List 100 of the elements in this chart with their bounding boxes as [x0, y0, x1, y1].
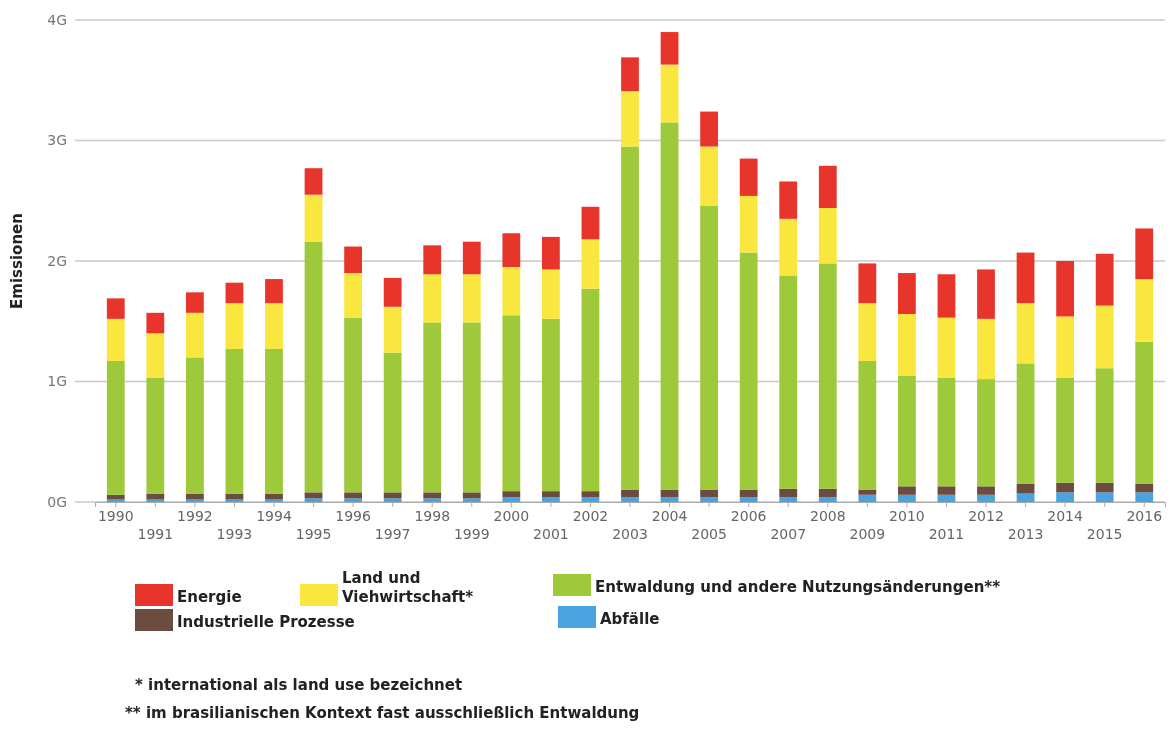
bar: [1016, 252, 1035, 304]
bar: [502, 315, 521, 492]
bar: [897, 486, 916, 495]
bar: [265, 493, 283, 500]
bar: [541, 497, 560, 502]
bar: [423, 245, 442, 275]
bar: [1016, 303, 1035, 364]
x-tick-label: 2005: [691, 526, 727, 543]
bar: [106, 298, 125, 319]
bar: [462, 498, 481, 502]
bar: [1056, 482, 1075, 493]
bar: [937, 274, 956, 318]
bar: [344, 246, 363, 274]
bar: [897, 314, 916, 376]
bar: [700, 497, 719, 502]
bar: [1016, 363, 1035, 484]
bar: [383, 306, 402, 353]
x-tick-label: 2010: [889, 508, 925, 525]
x-tick-label: 2007: [770, 526, 807, 543]
bar: [304, 492, 323, 499]
x-tick-label: 1991: [137, 526, 174, 543]
x-tick-label: 2004: [651, 508, 688, 525]
bar: [423, 492, 442, 499]
bar: [344, 498, 363, 502]
bar: [146, 333, 165, 378]
legend-label: Land und Viehwirtschaft*: [342, 569, 474, 606]
y-tick-label: 2G: [47, 252, 67, 269]
bar: [1016, 493, 1035, 502]
bar: [858, 263, 877, 304]
bar: [660, 497, 679, 502]
bar: [937, 377, 956, 487]
x-tick-label: 2001: [533, 526, 569, 543]
bar: [1056, 492, 1075, 502]
x-tick-label: 1999: [453, 526, 490, 543]
bar: [1016, 483, 1035, 494]
bar: [541, 318, 560, 492]
bar: [185, 312, 204, 358]
bar: [423, 498, 442, 502]
y-tick-label: 3G: [47, 132, 67, 149]
bar: [1095, 482, 1114, 493]
bar: [779, 497, 798, 502]
bar: [1056, 316, 1075, 378]
bar: [977, 318, 995, 380]
bar: [700, 146, 719, 206]
x-tick-label: 2008: [809, 508, 846, 525]
y-axis-title: Emissionen: [8, 213, 26, 309]
x-tick-label: 1997: [374, 526, 411, 543]
y-tick-label: 0G: [47, 493, 67, 510]
bar: [1095, 253, 1114, 306]
bar: [265, 348, 283, 494]
bar: [621, 57, 639, 92]
x-tick-label: 2003: [612, 526, 648, 543]
bar: [1056, 261, 1075, 317]
bar: [739, 158, 758, 196]
x-tick-label: 2012: [968, 508, 1004, 525]
bar: [700, 205, 719, 490]
bar: [541, 236, 560, 270]
bar: [462, 241, 481, 275]
bar: [739, 489, 758, 498]
bar: [818, 207, 837, 264]
bar: [1095, 492, 1114, 502]
x-tick-label: 2000: [493, 508, 530, 525]
x-tick-label: 2016: [1126, 508, 1163, 525]
bar: [344, 492, 363, 499]
bar: [225, 282, 244, 304]
bar: [383, 498, 402, 502]
bar: [660, 32, 679, 65]
bar: [225, 348, 244, 494]
bar: [621, 497, 639, 502]
bar: [304, 241, 323, 493]
bar: [937, 317, 956, 378]
bar: [818, 165, 837, 208]
bar: [1095, 305, 1114, 369]
bar: [660, 122, 679, 490]
bar: [502, 497, 521, 502]
bar: [937, 494, 956, 502]
bar: [185, 292, 204, 313]
bar: [660, 489, 679, 498]
bar: [858, 489, 877, 495]
bar: [225, 493, 244, 500]
bar: [106, 318, 125, 362]
bar: [344, 273, 363, 318]
bar: [779, 218, 798, 276]
legend-label: Energie: [177, 588, 242, 606]
bar: [739, 195, 758, 253]
x-tick-label: 2015: [1086, 526, 1123, 543]
x-tick-label: 2006: [730, 508, 767, 525]
bar: [1135, 341, 1154, 484]
bar: [541, 269, 560, 319]
bar: [225, 303, 244, 349]
bar: [977, 379, 995, 487]
bar: [462, 492, 481, 499]
bar: [541, 491, 560, 498]
bar: [146, 377, 165, 494]
x-tick-label: 1994: [256, 508, 292, 525]
bar: [700, 111, 719, 147]
bar: [1135, 279, 1154, 342]
bar: [621, 489, 639, 498]
bar: [858, 303, 877, 362]
x-tick-label: 2011: [928, 526, 965, 543]
